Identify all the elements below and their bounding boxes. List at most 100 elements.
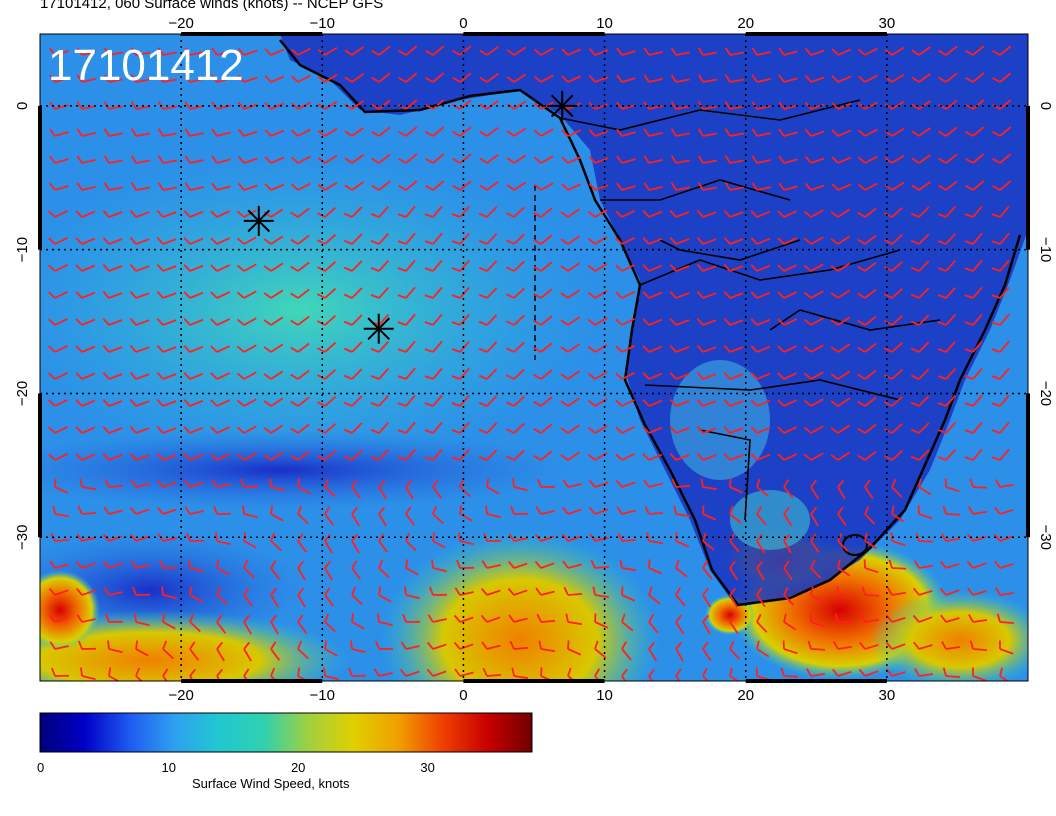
lat-tick-label-left: −30 <box>14 524 31 549</box>
wind-barb <box>371 45 391 56</box>
wind-barb <box>184 101 204 110</box>
wind-barb <box>670 74 690 83</box>
wind-barb <box>297 560 306 581</box>
wind-barb <box>344 100 364 110</box>
wind-barb <box>830 235 851 245</box>
wind-barb <box>910 422 930 434</box>
wind-barb <box>263 451 284 461</box>
wind-barb <box>750 453 771 461</box>
wind-barb <box>378 479 387 500</box>
wind-barb <box>702 532 715 551</box>
wind-barb <box>886 668 906 677</box>
wind-barb <box>756 506 767 526</box>
lon-tick-label-bottom: 0 <box>459 687 467 704</box>
wind-barb <box>884 449 904 461</box>
wind-barb <box>183 453 204 461</box>
wind-barb <box>344 154 364 164</box>
wind-barb <box>263 262 284 272</box>
wind-barb <box>76 128 96 137</box>
wind-barb <box>777 426 798 434</box>
wind-barb <box>425 72 445 83</box>
wind-barb <box>991 340 1010 353</box>
wind-barb <box>783 479 794 499</box>
wind-barb <box>454 668 474 677</box>
wind-barb <box>910 314 930 326</box>
wind-barb <box>159 559 178 569</box>
wind-barb <box>425 153 445 164</box>
wind-barb <box>130 182 150 191</box>
wind-barb <box>937 367 956 380</box>
wind-barb <box>479 180 499 191</box>
wind-barb <box>129 398 150 407</box>
wind-barb <box>162 640 174 660</box>
wind-barb <box>80 667 96 681</box>
wind-barb <box>996 613 1015 625</box>
wind-barb <box>291 128 311 137</box>
wind-barb <box>451 340 470 353</box>
wind-barb <box>157 47 177 56</box>
lat-lon-grid <box>40 34 1028 681</box>
wind-barb <box>75 210 96 218</box>
wind-barb <box>505 341 525 353</box>
wind-barb <box>183 372 204 380</box>
lon-tick-label-bottom: 30 <box>879 687 896 704</box>
wind-barb <box>724 182 744 191</box>
wind-barb <box>236 317 257 326</box>
wind-barb <box>290 261 310 272</box>
wind-barb <box>729 640 741 660</box>
wind-barb <box>588 479 609 488</box>
wind-barb <box>104 478 124 488</box>
wind-barb <box>992 180 1012 191</box>
wind-barb <box>343 422 363 434</box>
lon-tick-label-top: 30 <box>879 15 896 32</box>
wind-barb <box>478 206 498 218</box>
wind-barb <box>77 505 97 515</box>
wind-barb <box>263 316 284 326</box>
wind-barb <box>370 205 390 218</box>
wind-barb <box>210 426 231 434</box>
wind-barb <box>405 559 419 576</box>
wind-barb <box>184 155 204 164</box>
wind-barb <box>48 317 68 326</box>
wind-barb <box>803 290 824 299</box>
wind-barb <box>942 505 961 516</box>
wind-barb <box>992 126 1012 137</box>
wind-barb <box>696 344 717 353</box>
wind-barb <box>130 74 150 83</box>
wind-barb <box>451 259 470 272</box>
wind-barb <box>512 478 528 492</box>
wind-barb <box>343 449 363 461</box>
wind-barb <box>156 479 177 488</box>
wind-barb <box>857 342 877 353</box>
wind-barb <box>130 101 150 110</box>
wind-barb <box>297 640 309 660</box>
wind-barb <box>508 614 528 623</box>
wind-barb <box>48 587 69 596</box>
wind-barb <box>937 313 956 326</box>
wind-barb <box>210 399 231 407</box>
wind-barb <box>995 587 1014 596</box>
wind-barb <box>724 47 744 56</box>
wind-barb <box>560 343 581 353</box>
wind-barb <box>642 345 663 353</box>
wind-barb <box>967 587 987 596</box>
wind-barb <box>857 234 877 245</box>
wind-barb <box>317 206 337 218</box>
wind-barb <box>451 286 470 299</box>
wind-barb <box>696 236 717 245</box>
wind-barb <box>75 372 96 380</box>
wind-barb <box>964 394 983 407</box>
wind-barb <box>723 263 744 272</box>
wind-barb <box>343 368 363 380</box>
wind-barb <box>162 668 173 681</box>
wind-barb <box>830 343 851 353</box>
wind-barb <box>129 236 150 245</box>
wind-barb <box>729 614 739 635</box>
wind-barb <box>724 128 744 137</box>
wind-barb <box>751 128 771 137</box>
wind-barb <box>964 367 983 380</box>
wind-barb <box>102 318 123 326</box>
wind-barb <box>424 313 443 326</box>
wind-barb <box>587 371 608 380</box>
wind-barb <box>76 74 96 83</box>
